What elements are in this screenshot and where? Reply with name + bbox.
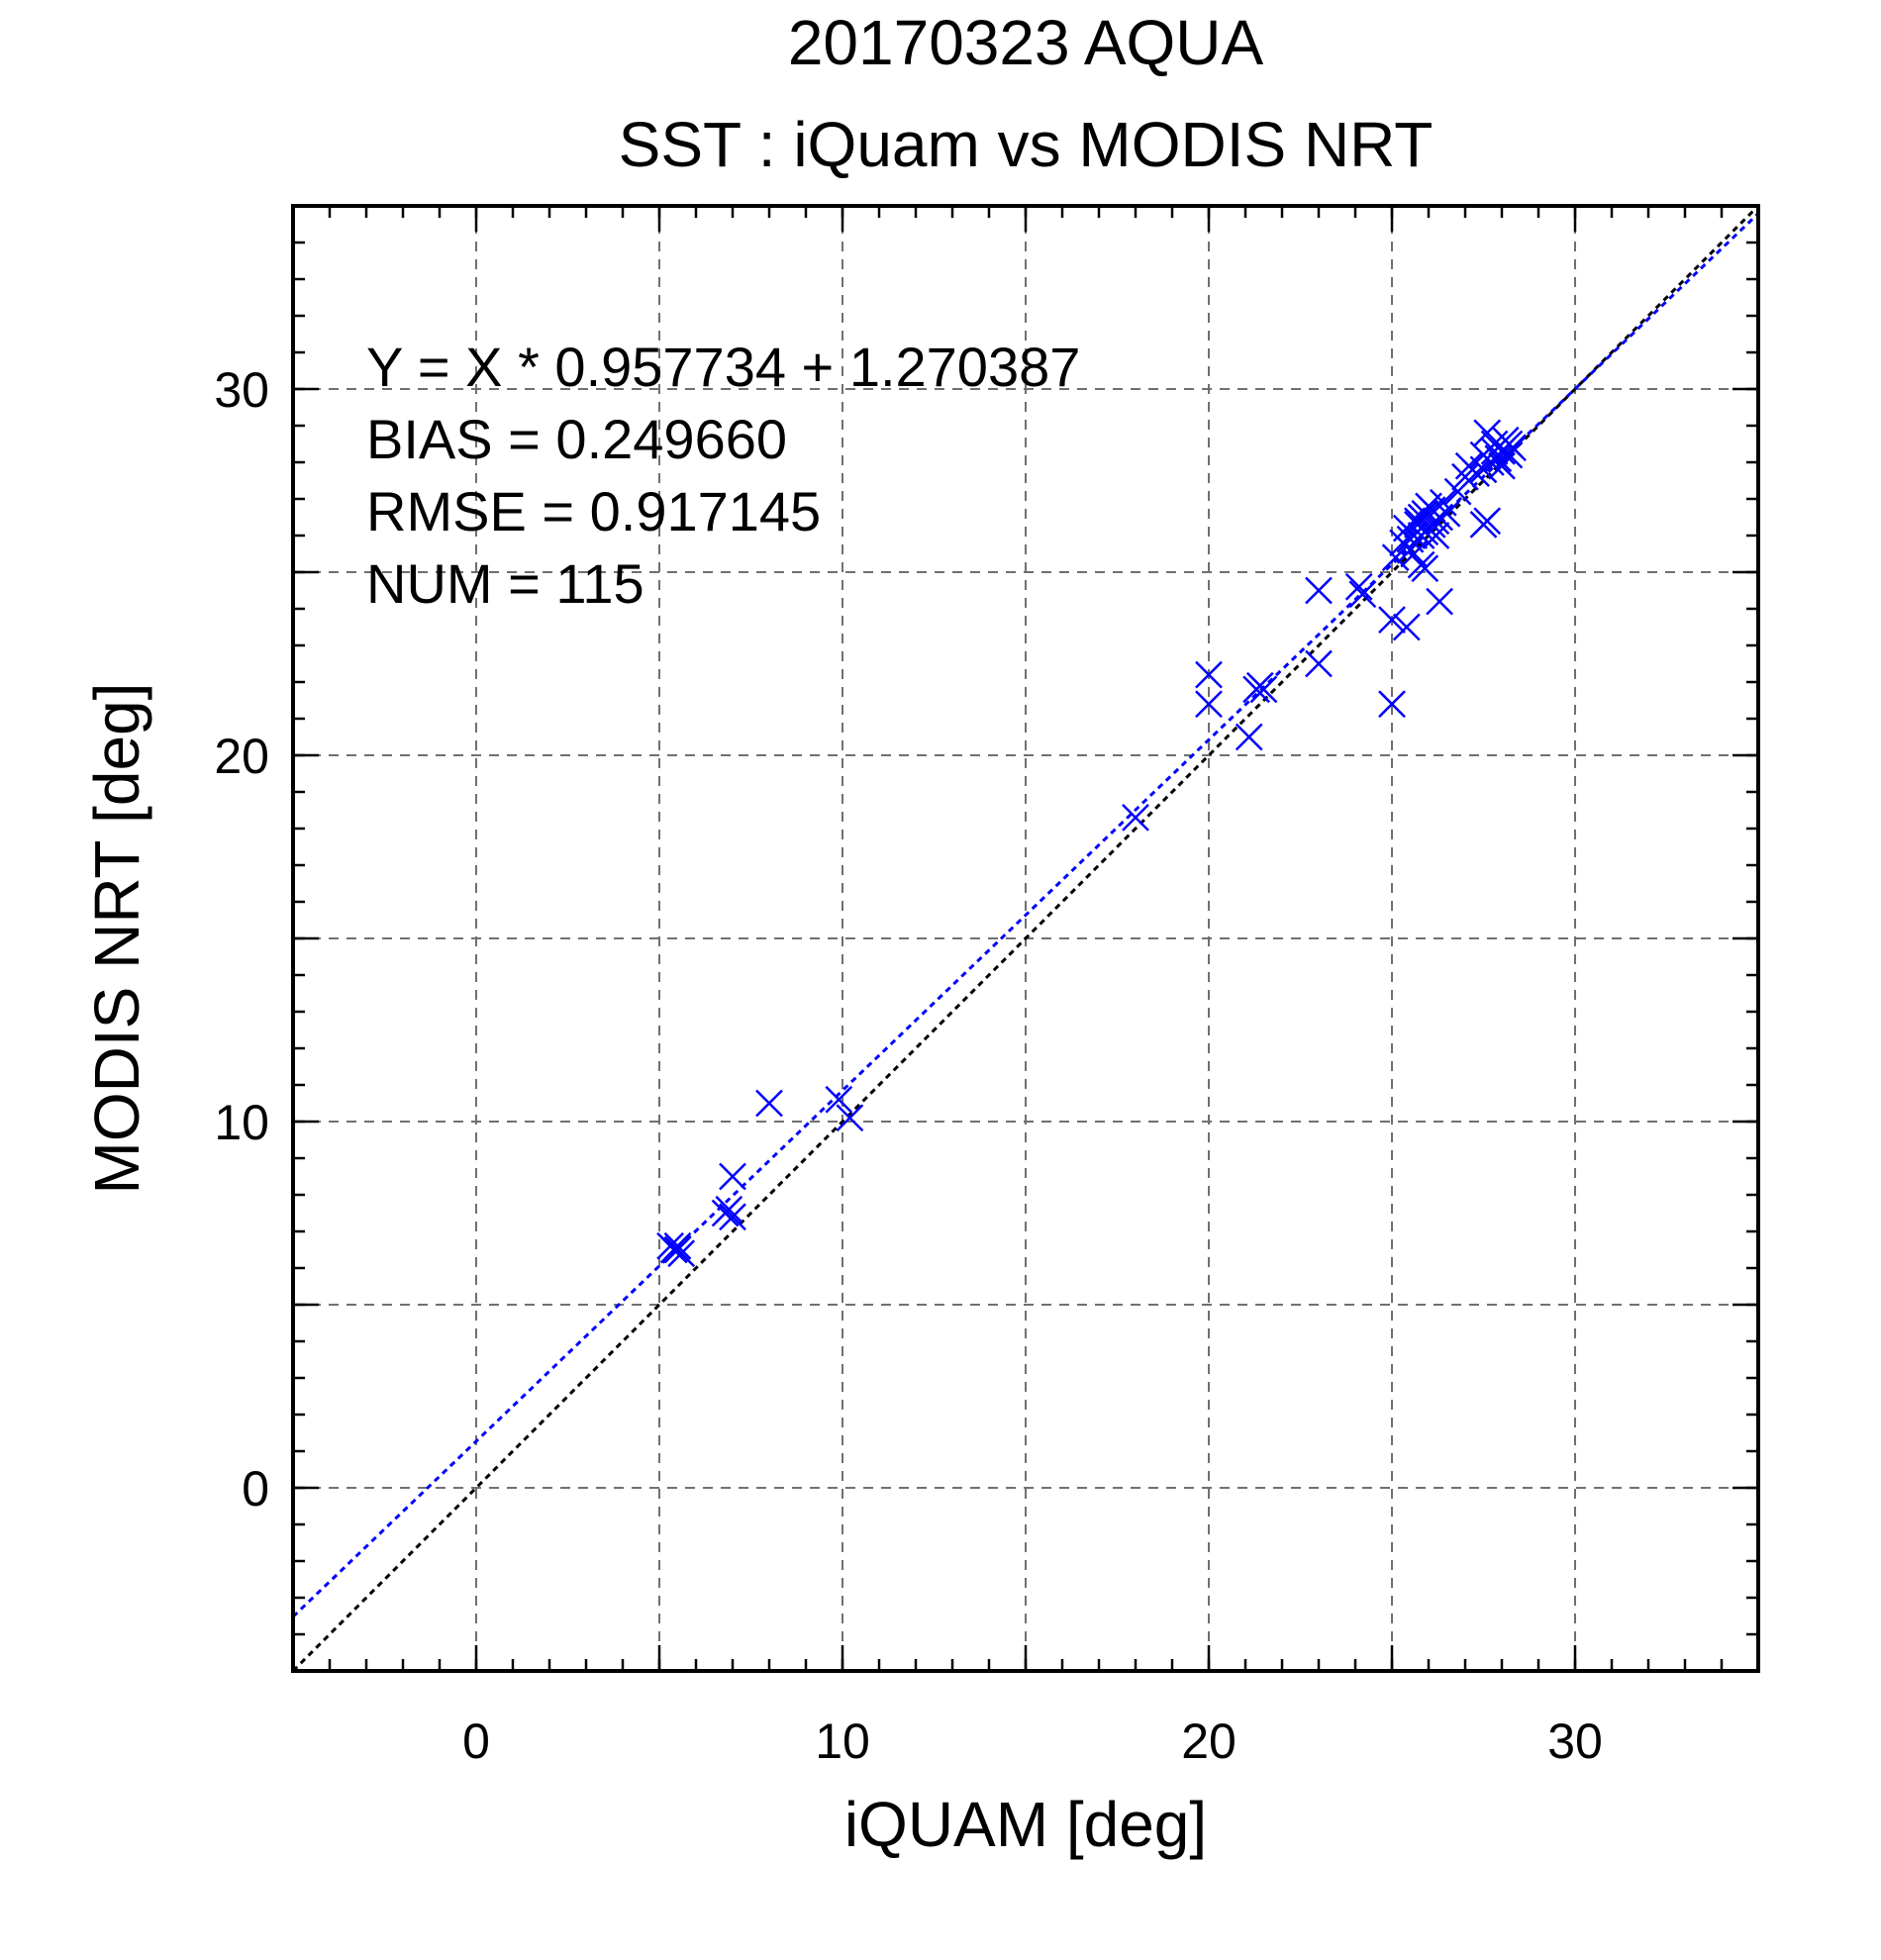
data-point xyxy=(1195,690,1223,719)
data-point xyxy=(663,1231,692,1260)
major-ticks xyxy=(293,206,1758,1671)
data-point xyxy=(1488,451,1516,480)
data-point xyxy=(1396,525,1425,553)
data-point xyxy=(1392,613,1421,641)
data-point xyxy=(1480,438,1509,465)
x-tick-label: 20 xyxy=(1181,1714,1237,1769)
data-point xyxy=(1378,606,1406,634)
plot-frame xyxy=(291,204,1760,1673)
stats-num: NUM = 115 xyxy=(366,552,644,615)
data-point xyxy=(656,1231,684,1260)
data-point xyxy=(719,1203,746,1231)
x-tick-label: 10 xyxy=(815,1714,870,1769)
data-point xyxy=(1122,804,1149,832)
data-point xyxy=(1344,572,1373,601)
chart-title-line-2: SST : iQuam vs MODIS NRT xyxy=(619,109,1434,180)
stats-fit-equation: Y = X * 0.957734 + 1.270387 xyxy=(366,336,1080,398)
data-point xyxy=(1484,444,1513,473)
y-tick-label: 30 xyxy=(214,362,269,418)
data-point xyxy=(1411,554,1439,583)
data-point xyxy=(663,1235,692,1264)
data-point xyxy=(1407,522,1436,549)
data-point xyxy=(1348,580,1377,609)
data-point xyxy=(1378,690,1406,719)
identity-line xyxy=(293,206,1758,1671)
x-axis-label: iQUAM [deg] xyxy=(844,1789,1207,1860)
data-points xyxy=(656,419,1527,1268)
stats-bias: BIAS = 0.249660 xyxy=(366,408,787,470)
data-point xyxy=(1473,507,1502,536)
x-tick-label: 30 xyxy=(1547,1714,1603,1769)
data-point xyxy=(1429,488,1457,517)
data-point xyxy=(1495,430,1524,458)
stats-block: Y = X * 0.957734 + 1.270387 BIAS = 0.249… xyxy=(366,336,1080,615)
data-point xyxy=(755,1089,783,1118)
data-point xyxy=(1462,459,1490,487)
y-tick-label: 0 xyxy=(242,1461,269,1517)
data-point xyxy=(1249,675,1278,704)
data-point xyxy=(1305,649,1333,678)
data-point xyxy=(715,1195,743,1224)
x-tick-label: 0 xyxy=(462,1714,490,1769)
data-point xyxy=(1426,587,1453,616)
data-point xyxy=(1381,543,1410,572)
data-point xyxy=(1195,660,1223,689)
data-point xyxy=(1451,462,1479,491)
y-tick-label: 10 xyxy=(214,1095,269,1150)
data-point xyxy=(836,1104,864,1132)
stats-rmse: RMSE = 0.917145 xyxy=(366,480,821,542)
y-tick-label: 20 xyxy=(214,729,269,784)
data-point xyxy=(1235,723,1263,751)
y-tick-labels: 0 10 20 30 xyxy=(214,362,269,1517)
y-axis-label: MODIS NRT [deg] xyxy=(81,683,152,1195)
data-point xyxy=(719,1162,746,1191)
x-tick-labels: 0 10 20 30 xyxy=(462,1714,1603,1769)
data-point xyxy=(825,1085,853,1114)
data-point xyxy=(1305,576,1333,605)
chart-title-line-1: 20170323 AQUA xyxy=(788,7,1264,78)
